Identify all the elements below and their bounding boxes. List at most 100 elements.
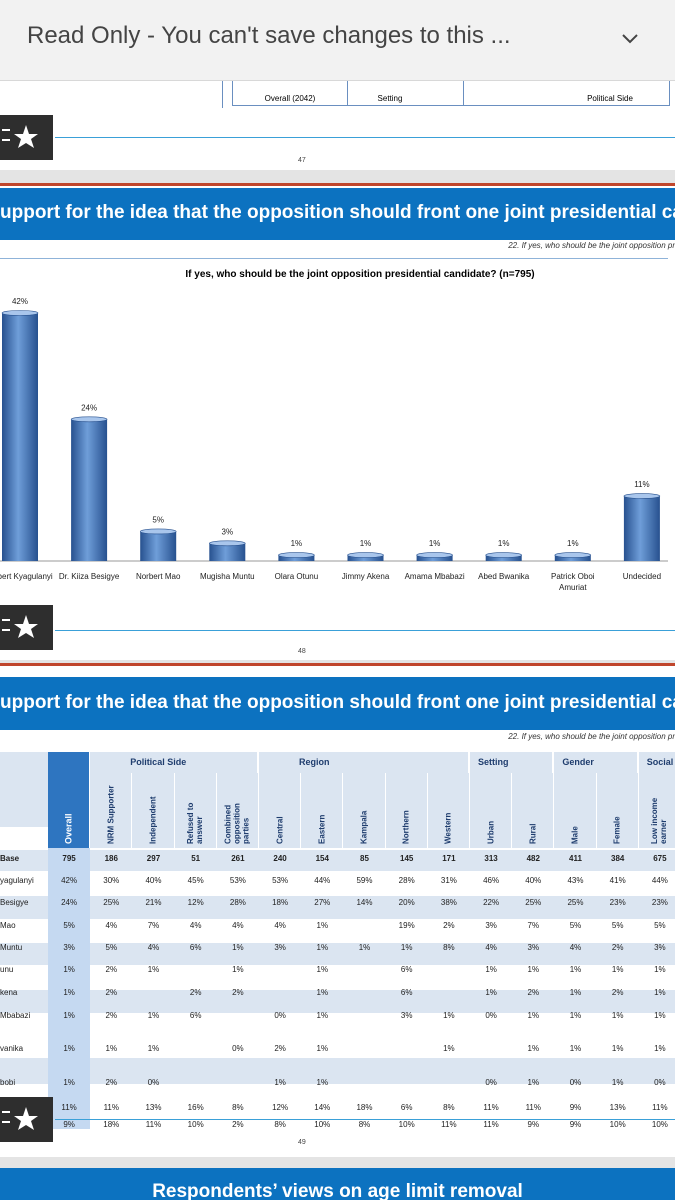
cell: 795 xyxy=(48,848,91,870)
logo xyxy=(0,605,53,650)
chevron[interactable] xyxy=(620,32,640,46)
column-header: NRM Supporter xyxy=(90,773,133,848)
column-label: Female xyxy=(612,816,622,844)
cell: 19% xyxy=(398,921,415,930)
cell: 23% xyxy=(609,898,626,907)
cell: 8% xyxy=(358,1120,371,1129)
column-header: Male xyxy=(554,773,597,848)
cell: 2% xyxy=(527,988,540,997)
column-header: Rural xyxy=(512,773,555,848)
cell: 2% xyxy=(274,1044,286,1053)
cell: 4% xyxy=(189,921,202,930)
column-header: Central xyxy=(259,773,302,848)
cell: 11% xyxy=(145,1120,162,1129)
column-label: Northern xyxy=(401,810,411,844)
logo xyxy=(0,1097,53,1142)
bar xyxy=(71,419,108,561)
cell: 28% xyxy=(398,876,415,885)
row-label: Muntu xyxy=(0,943,23,952)
cell xyxy=(386,1027,428,1070)
cell: 11% xyxy=(483,1120,499,1129)
cell: 44% xyxy=(314,876,331,885)
rule xyxy=(222,81,223,108)
cell: 675 xyxy=(653,854,667,863)
cell: 31% xyxy=(440,876,457,885)
cell: 3% xyxy=(654,943,666,952)
row-label: kena xyxy=(0,988,18,997)
bar xyxy=(485,555,522,561)
group-header: Region xyxy=(259,752,470,773)
cell xyxy=(343,1070,385,1096)
corner xyxy=(0,752,48,827)
bar-top xyxy=(347,552,384,558)
cell xyxy=(470,1027,512,1070)
column-header: Independent xyxy=(132,773,175,848)
column-header: Female xyxy=(596,773,639,848)
bar-top xyxy=(485,552,523,558)
cell: 9% xyxy=(527,1120,540,1129)
footer-line xyxy=(55,630,675,631)
column-label: Western xyxy=(443,812,453,844)
column-header: Low income earner xyxy=(638,773,675,848)
cell xyxy=(175,1027,217,1070)
cell: 2% xyxy=(611,988,624,997)
category-label: Mugisha Muntu xyxy=(199,572,255,581)
cell: 1% xyxy=(48,959,91,981)
accent xyxy=(0,183,675,186)
column-header: Overall xyxy=(48,752,91,848)
cell: 1% xyxy=(147,1011,160,1020)
chart-frame xyxy=(0,258,668,259)
column-header: Western xyxy=(427,773,470,848)
cell: 1% xyxy=(569,1011,582,1020)
category-label: Abed Bwanika xyxy=(478,572,530,581)
slide-title: upport for the idea that the opposition … xyxy=(0,677,675,730)
cell: 2% xyxy=(232,1120,244,1129)
cell xyxy=(428,981,470,1004)
cell: 22% xyxy=(483,898,500,907)
cell: 5% xyxy=(48,914,91,937)
cell: 1% xyxy=(316,943,329,952)
column-label: Male xyxy=(570,826,580,844)
cell: 11% xyxy=(48,1096,91,1120)
cell: 0% xyxy=(569,1078,582,1087)
cell: 1% xyxy=(485,965,497,974)
bar xyxy=(278,555,315,561)
column-label: Low income earner xyxy=(650,797,669,844)
cell: 2% xyxy=(105,965,118,974)
cell xyxy=(343,981,385,1004)
cell: 12% xyxy=(272,1103,289,1112)
group-header: Political Side xyxy=(90,752,259,773)
cell: 40% xyxy=(145,876,162,885)
logo xyxy=(0,115,53,160)
cell: 51 xyxy=(191,854,201,863)
page-number: 49 xyxy=(298,1139,306,1146)
cell: 1% xyxy=(48,1027,91,1070)
cell xyxy=(132,981,174,1004)
value-label: 3% xyxy=(222,527,234,536)
bar xyxy=(2,313,38,561)
cell: 25% xyxy=(103,898,120,907)
bar-top xyxy=(1,310,39,316)
row-label: bobi xyxy=(0,1078,16,1087)
cell: 1% xyxy=(316,921,329,930)
row-label: unu xyxy=(0,965,14,974)
cell: 53% xyxy=(229,876,246,885)
cell: 1% xyxy=(654,988,666,997)
question: 22. If yes, who should be the joint oppo… xyxy=(508,732,675,741)
column-label: Combined opposition parties xyxy=(223,803,251,844)
column-header: Eastern xyxy=(301,773,344,848)
cell: 12% xyxy=(187,898,204,907)
cell: 38% xyxy=(440,898,457,907)
cell: 10% xyxy=(609,1120,626,1129)
bar-top xyxy=(554,552,592,558)
value-label: 11% xyxy=(634,480,649,489)
cell: 2% xyxy=(189,988,202,997)
cell xyxy=(428,1070,470,1096)
column-label: Independent xyxy=(148,796,158,844)
cell: 154 xyxy=(315,854,329,863)
cell: 1% xyxy=(527,965,540,974)
cell: 384 xyxy=(611,854,625,863)
cell: 10% xyxy=(314,1120,331,1129)
cell: 0% xyxy=(274,1011,286,1020)
read-only-bar[interactable]: Read Only - You can't save changes to th… xyxy=(0,0,675,81)
